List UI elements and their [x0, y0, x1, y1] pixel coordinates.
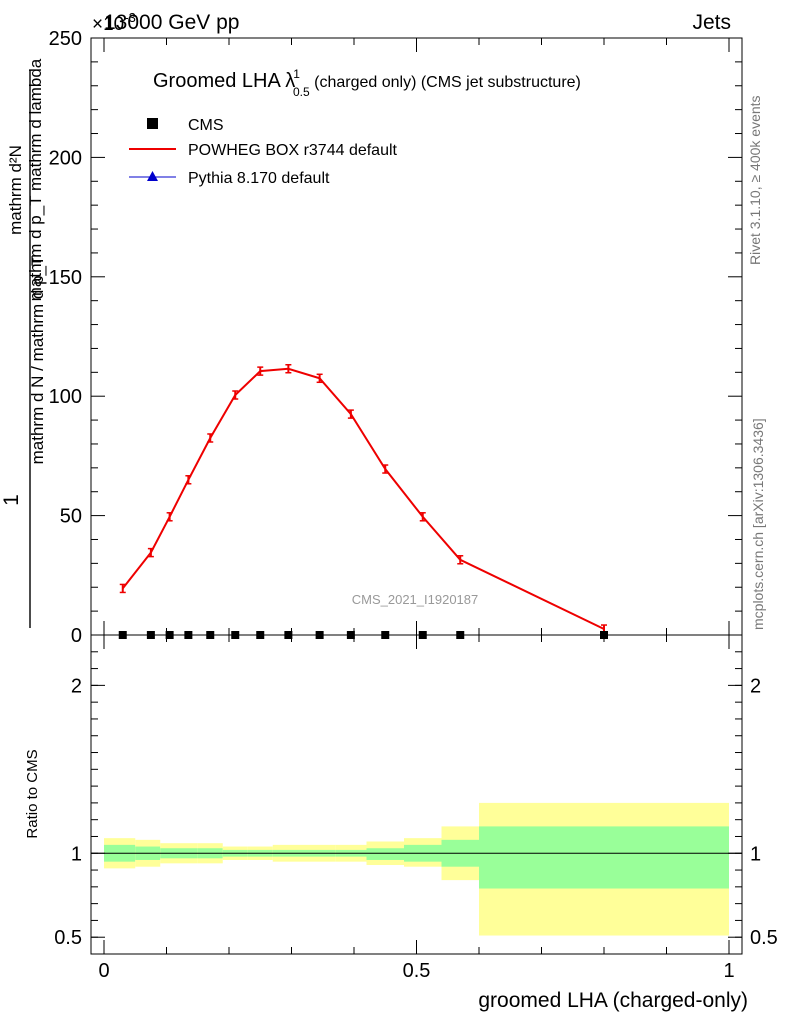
y-tick-label: 150: [49, 267, 82, 289]
cms-data-point: [456, 631, 465, 639]
ratio-y-tick-label-right: 2: [750, 675, 761, 697]
legend-powheg-label: POWHEG BOX r3744 default: [188, 142, 398, 159]
header-energy: 13000 GeV pp: [104, 11, 239, 34]
analysis-watermark: CMS_2021_I1920187: [352, 592, 479, 607]
main-y-label: 1 mathrm d N / mathrm d p_T mathrm d²N m…: [0, 58, 47, 628]
rivet-label: Rivet 3.1.10, ≥ 400k events: [747, 95, 763, 265]
legend-cms-marker: [147, 118, 158, 129]
cms-series-points: [118, 631, 608, 639]
legend-cms-label: CMS: [188, 117, 224, 134]
cms-data-point: [231, 631, 240, 639]
y-tick-label: 100: [49, 386, 82, 408]
ratio-y-tick-label: 0.5: [54, 927, 82, 949]
y-tick-label: 50: [60, 506, 82, 528]
cms-data-point: [284, 631, 293, 639]
legend-pythia-label: Pythia 8.170 default: [188, 170, 330, 187]
ratio-y-label: Ratio to CMS: [24, 749, 41, 838]
x-tick-label: 0.5: [403, 960, 431, 982]
ratio-y-tick-label-right: 1: [750, 843, 761, 865]
cms-data-point: [346, 631, 355, 639]
ratio-y-tick-label: 1: [71, 843, 82, 865]
cms-data-point: [256, 631, 265, 639]
ratio-bands: [104, 802, 729, 936]
ratio-y-tick-label: 2: [71, 675, 82, 697]
powheg-series-line: [121, 367, 605, 630]
cms-data-point: [315, 631, 324, 639]
ratio-band-inner: [366, 848, 404, 860]
cms-data-point: [206, 631, 215, 639]
ratio-band-inner: [479, 826, 729, 889]
cms-data-point: [184, 631, 193, 639]
x-tick-label: 1: [723, 960, 734, 982]
legend-pythia-marker: [147, 171, 158, 181]
cms-data-point: [146, 631, 155, 639]
cms-data-point: [600, 631, 608, 639]
header-exponent: ×10-3: [92, 10, 136, 35]
mcplots-label: mcplots.cern.ch [arXiv:1306.3436]: [750, 418, 766, 630]
ratio-axis-ticks: 0.5 0.5 1 1 2 2 0 0.5 1: [54, 635, 778, 982]
legend: CMS POWHEG BOX r3744 default Pythia 8.17…: [129, 117, 398, 187]
x-tick-label: 0: [98, 960, 109, 982]
ylabel-numerator-denominator: mathrm d p_T mathrm d lambda: [26, 58, 45, 301]
y-tick-label: 200: [49, 147, 82, 169]
ylabel-one: 1: [0, 494, 23, 506]
header-jets: Jets: [692, 11, 731, 34]
y-tick-label: 250: [49, 28, 82, 50]
ylabel-denominator: mathrm d N / mathrm d p_T: [28, 256, 47, 465]
powheg-series-points: [119, 363, 607, 634]
ylabel-numerator: mathrm d²N: [6, 145, 25, 235]
cms-data-point: [418, 631, 427, 639]
x-axis-label: groomed LHA (charged-only): [478, 989, 748, 1012]
ratio-y-tick-label-right: 0.5: [750, 927, 778, 949]
cms-data-point: [118, 631, 127, 639]
y-tick-label: 0: [71, 625, 82, 647]
cms-data-point: [165, 631, 174, 639]
cms-data-point: [381, 631, 390, 639]
plot-title: Groomed LHA λ1 0.5 (charged only) (CMS je…: [153, 67, 581, 99]
